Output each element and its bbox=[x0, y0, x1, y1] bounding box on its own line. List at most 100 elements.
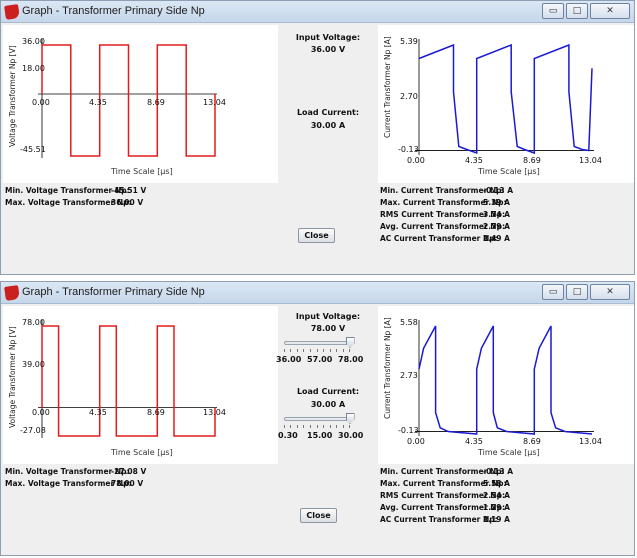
tick bbox=[297, 425, 298, 428]
tick bbox=[349, 349, 350, 352]
y-tick-label: 0.00 bbox=[32, 408, 50, 417]
stat-value: 5.39 A bbox=[483, 198, 510, 207]
slider-tick-label: 78.00 bbox=[338, 355, 364, 364]
y-tick-label: -45.51 bbox=[20, 145, 46, 154]
x-axis-label: Time Scale [µs] bbox=[111, 448, 173, 457]
stat-label: RMS Current Transformer Np: bbox=[380, 491, 505, 500]
input-voltage-slider-thumb[interactable] bbox=[345, 337, 355, 348]
stat-value: -27.08 V bbox=[111, 467, 147, 476]
title-bar[interactable]: Graph - Transformer Primary Side Np ▭ □ … bbox=[1, 282, 634, 304]
stat-label: AC Current Transformer Np: bbox=[380, 234, 498, 243]
voltage-series-line bbox=[41, 44, 216, 157]
load-current-label: Load Current: bbox=[296, 108, 360, 117]
voltage-chart-svg bbox=[38, 39, 217, 158]
tick bbox=[330, 425, 331, 428]
y-tick-label: 5.58 bbox=[400, 318, 418, 327]
x-axis-label: Time Scale [µs] bbox=[478, 448, 540, 457]
tick bbox=[330, 349, 331, 352]
current-chart: Current Transformer Np [A] 5.39 2.70 -0.… bbox=[378, 25, 634, 183]
slider-tick-label: 57.00 bbox=[307, 355, 333, 364]
close-icon[interactable]: ✕ bbox=[590, 3, 630, 19]
stat-value: -0.13 A bbox=[483, 467, 514, 476]
x-tick-label: 13.04 bbox=[203, 408, 226, 417]
tick bbox=[343, 425, 344, 428]
tick bbox=[336, 349, 337, 352]
stat-label: AC Current Transformer Np: bbox=[380, 515, 498, 524]
tick bbox=[317, 349, 318, 352]
input-voltage-label: Input Voltage: bbox=[295, 312, 361, 321]
stat-label: RMS Current Transformer Np: bbox=[380, 210, 505, 219]
current-chart-svg bbox=[415, 320, 594, 436]
close-button[interactable]: Close bbox=[300, 508, 337, 523]
voltage-chart: Voltage Transformer Np [V] 36.00 18.00 0… bbox=[3, 25, 278, 183]
tick bbox=[343, 349, 344, 352]
x-tick-label: 8.69 bbox=[147, 408, 165, 417]
y-axis-label: Current Transformer Np [A] bbox=[383, 36, 392, 138]
input-voltage-slider-track[interactable] bbox=[284, 341, 350, 345]
stat-value: 78.00 V bbox=[111, 479, 144, 488]
x-axis-label: Time Scale [µs] bbox=[478, 167, 540, 176]
maximize-icon[interactable]: □ bbox=[566, 284, 588, 300]
tick bbox=[303, 349, 304, 352]
x-tick-label: 4.35 bbox=[465, 437, 483, 446]
x-tick-label: 13.04 bbox=[203, 98, 226, 107]
slider-tick-label: 0.30 bbox=[278, 431, 298, 440]
stat-label: Max. Current Transformer Np: bbox=[380, 198, 507, 207]
load-current-slider-thumb[interactable] bbox=[345, 413, 355, 424]
stat-value: 2.19 A bbox=[483, 515, 510, 524]
minimize-icon[interactable]: ▭ bbox=[542, 3, 564, 19]
tick bbox=[349, 425, 350, 428]
texas-instruments-logo-icon bbox=[4, 4, 20, 20]
stat-value: 2.54 A bbox=[483, 491, 510, 500]
y-axis-label: Current Transformer Np [A] bbox=[383, 317, 392, 419]
x-tick-label: 4.35 bbox=[465, 156, 483, 165]
tick bbox=[336, 425, 337, 428]
stat-value: -45.51 V bbox=[111, 186, 147, 195]
minimize-icon[interactable]: ▭ bbox=[542, 284, 564, 300]
maximize-icon[interactable]: □ bbox=[566, 3, 588, 19]
stat-value: -0.13 A bbox=[483, 186, 514, 195]
load-current-label: Load Current: bbox=[296, 387, 360, 396]
slider-tick-label: 30.00 bbox=[338, 431, 364, 440]
tick bbox=[303, 425, 304, 428]
y-tick-label: -0.13 bbox=[398, 145, 419, 154]
stat-label: Avg. Current Transformer Np: bbox=[380, 222, 505, 231]
y-tick-label: 2.73 bbox=[400, 371, 418, 380]
y-tick-label: 2.70 bbox=[400, 92, 418, 101]
stat-value: 5.58 A bbox=[483, 479, 510, 488]
slider-ticks bbox=[284, 425, 350, 429]
load-current-value: 30.00 A bbox=[310, 400, 346, 409]
y-tick-label: 36.00 bbox=[22, 37, 45, 46]
current-series-line bbox=[418, 325, 593, 435]
close-button[interactable]: Close bbox=[298, 228, 335, 243]
input-voltage-label: Input Voltage: bbox=[295, 33, 361, 42]
stat-label: Avg. Current Transformer Np: bbox=[380, 503, 505, 512]
stat-label: Min. Voltage Transformer Np: bbox=[5, 467, 130, 476]
tick bbox=[317, 425, 318, 428]
title-bar[interactable]: Graph - Transformer Primary Side Np ▭ □ … bbox=[1, 1, 634, 23]
voltage-chart: Voltage Transformer Np [V] 78.00 39.00 0… bbox=[3, 306, 278, 464]
tick bbox=[297, 349, 298, 352]
window-title: Graph - Transformer Primary Side Np bbox=[22, 5, 205, 17]
y-tick-label: 5.39 bbox=[400, 37, 418, 46]
graph-window: Graph - Transformer Primary Side Np ▭ □ … bbox=[0, 281, 635, 556]
x-axis-label: Time Scale [µs] bbox=[111, 167, 173, 176]
slider-ticks bbox=[284, 349, 350, 353]
stat-value: 2.79 A bbox=[483, 222, 510, 231]
x-tick-label: 8.69 bbox=[523, 437, 541, 446]
parameters-panel: Input Voltage: 78.00 V 36.00 57.00 78.00… bbox=[276, 306, 378, 464]
stat-value: 36.00 V bbox=[111, 198, 144, 207]
x-tick-label: 13.04 bbox=[579, 156, 602, 165]
x-tick-label: 13.04 bbox=[579, 437, 602, 446]
voltage-chart-svg bbox=[38, 320, 217, 438]
stat-label: Max. Voltage Transformer Np: bbox=[5, 198, 132, 207]
load-current-slider-track[interactable] bbox=[284, 417, 350, 421]
input-voltage-value: 36.00 V bbox=[310, 45, 346, 54]
stat-label: Min. Current Transformer Np: bbox=[380, 467, 505, 476]
x-tick-label: 4.35 bbox=[89, 408, 107, 417]
x-tick-label: 4.35 bbox=[89, 98, 107, 107]
y-tick-label: 39.00 bbox=[22, 360, 45, 369]
close-icon[interactable]: ✕ bbox=[590, 284, 630, 300]
texas-instruments-logo-icon bbox=[4, 285, 20, 301]
x-tick-label: 8.69 bbox=[147, 98, 165, 107]
